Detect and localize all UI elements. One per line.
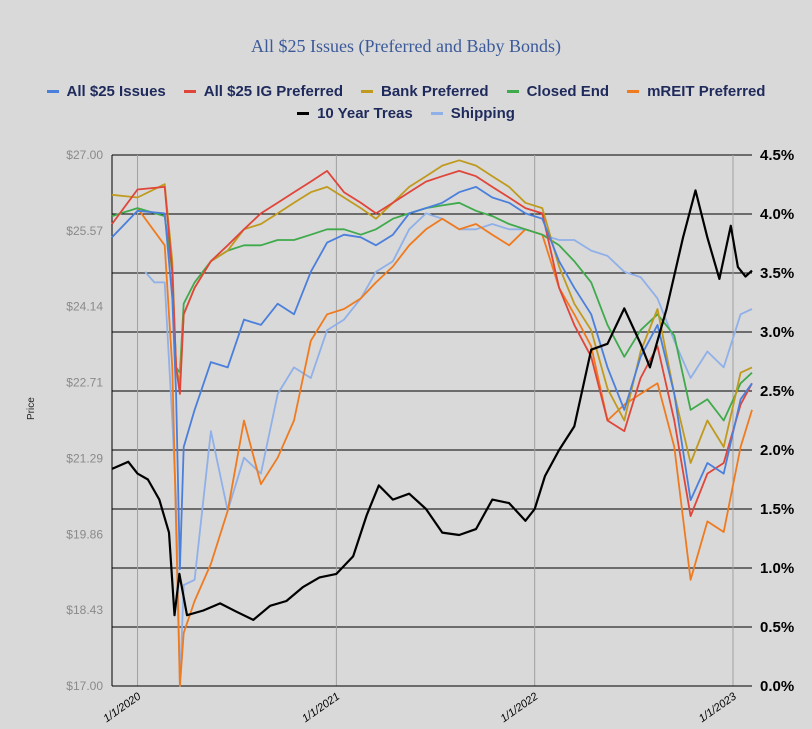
y-tick-label: $22.71 [66, 376, 103, 390]
legend-label: Bank Preferred [381, 82, 489, 100]
legend-row: All $25 Issues All $25 IG Preferred Bank P… [0, 80, 812, 102]
y-tick-label: $27.00 [66, 148, 103, 162]
legend-swatch [361, 89, 373, 93]
x-tick-label: 1/1/2022 [498, 691, 540, 725]
x-tick-label: 1/1/2021 [300, 691, 342, 725]
legend-item: All $25 IG Preferred [183, 82, 343, 100]
legend-label: mREIT Preferred [647, 82, 766, 100]
legend-swatch [430, 111, 443, 115]
legend-label: Closed End [526, 82, 610, 100]
y2-tick-label: 4.5% [760, 147, 794, 164]
y2-tick-label: 4.0% [760, 206, 794, 223]
y-tick-label: $24.14 [66, 300, 103, 314]
y-tick-label: $17.00 [66, 679, 103, 693]
x-tick-label: 1/1/2023 [697, 690, 740, 725]
legend-label: All $25 IG Preferred [203, 82, 343, 100]
y2-tick-label: 3.5% [760, 265, 794, 282]
legend-item: Bank Preferred [361, 83, 489, 100]
series-line-mreit-preferred [136, 207, 753, 687]
y2-tick-label: 1.0% [760, 560, 794, 577]
legend-swatch [627, 89, 640, 93]
legend-label: Shipping [450, 104, 515, 122]
x-tick-label: 1/1/2020 [101, 690, 144, 725]
y-tick-label: $25.57 [66, 224, 103, 238]
y2-tick-label: 0.5% [760, 619, 794, 636]
y-tick-label: $19.86 [66, 527, 103, 541]
legend-swatch [183, 89, 196, 93]
series-line-all-25-ig-preferred [111, 169, 753, 517]
y2-tick-label: 3.0% [760, 324, 794, 341]
legend-item: Shipping [430, 104, 515, 122]
series-line-all-25-issues [111, 185, 753, 571]
legend-item: All $25 Issues [46, 82, 166, 100]
series-line-10-year-treas [111, 189, 753, 622]
y2-tick-label: 1.5% [760, 501, 794, 518]
legend-swatch [506, 89, 519, 93]
legend-label: 10 Year Treas [317, 104, 413, 122]
chart-title: All $25 Issues (Preferred and Baby Bonds… [251, 36, 561, 56]
series-line-shipping [144, 212, 753, 687]
legend-swatch [297, 111, 310, 115]
y2-tick-label: 2.5% [760, 383, 794, 400]
legend-item: Closed End [506, 82, 610, 100]
legend: All $25 Issues All $25 IG Preferred Bank P… [0, 80, 812, 124]
legend-row: 10 Year Treas Shipping [0, 102, 812, 124]
y2-tick-label: 2.0% [760, 442, 794, 459]
legend-label: All $25 Issues [66, 82, 166, 100]
legend-item: 10 Year Treas [297, 105, 413, 122]
y-tick-label: $18.43 [66, 603, 103, 617]
y2-tick-label: 0.0% [760, 678, 794, 695]
legend-item: mREIT Preferred [627, 83, 765, 100]
y-tick-label: $21.29 [66, 451, 103, 465]
legend-swatch [46, 89, 59, 93]
